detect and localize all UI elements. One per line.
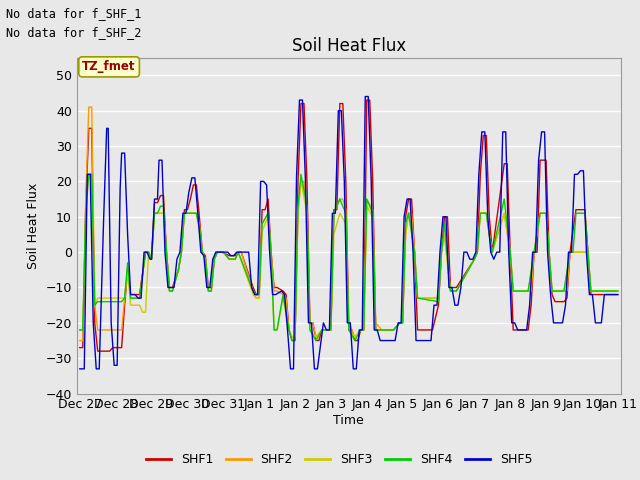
- Text: No data for f_SHF_1: No data for f_SHF_1: [6, 7, 142, 20]
- X-axis label: Time: Time: [333, 414, 364, 427]
- Legend: SHF1, SHF2, SHF3, SHF4, SHF5: SHF1, SHF2, SHF3, SHF4, SHF5: [141, 448, 538, 471]
- Title: Soil Heat Flux: Soil Heat Flux: [292, 36, 406, 55]
- Text: TZ_fmet: TZ_fmet: [83, 60, 136, 73]
- Y-axis label: Soil Heat Flux: Soil Heat Flux: [27, 182, 40, 269]
- Text: No data for f_SHF_2: No data for f_SHF_2: [6, 26, 142, 39]
